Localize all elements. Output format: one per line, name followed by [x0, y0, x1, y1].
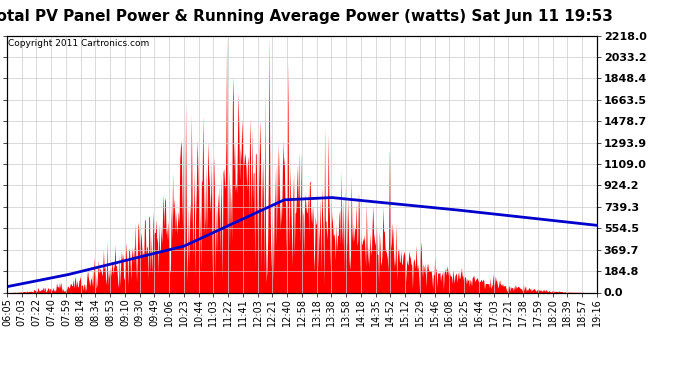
Text: Total PV Panel Power & Running Average Power (watts) Sat Jun 11 19:53: Total PV Panel Power & Running Average P… [0, 9, 613, 24]
Text: Copyright 2011 Cartronics.com: Copyright 2011 Cartronics.com [8, 39, 149, 48]
